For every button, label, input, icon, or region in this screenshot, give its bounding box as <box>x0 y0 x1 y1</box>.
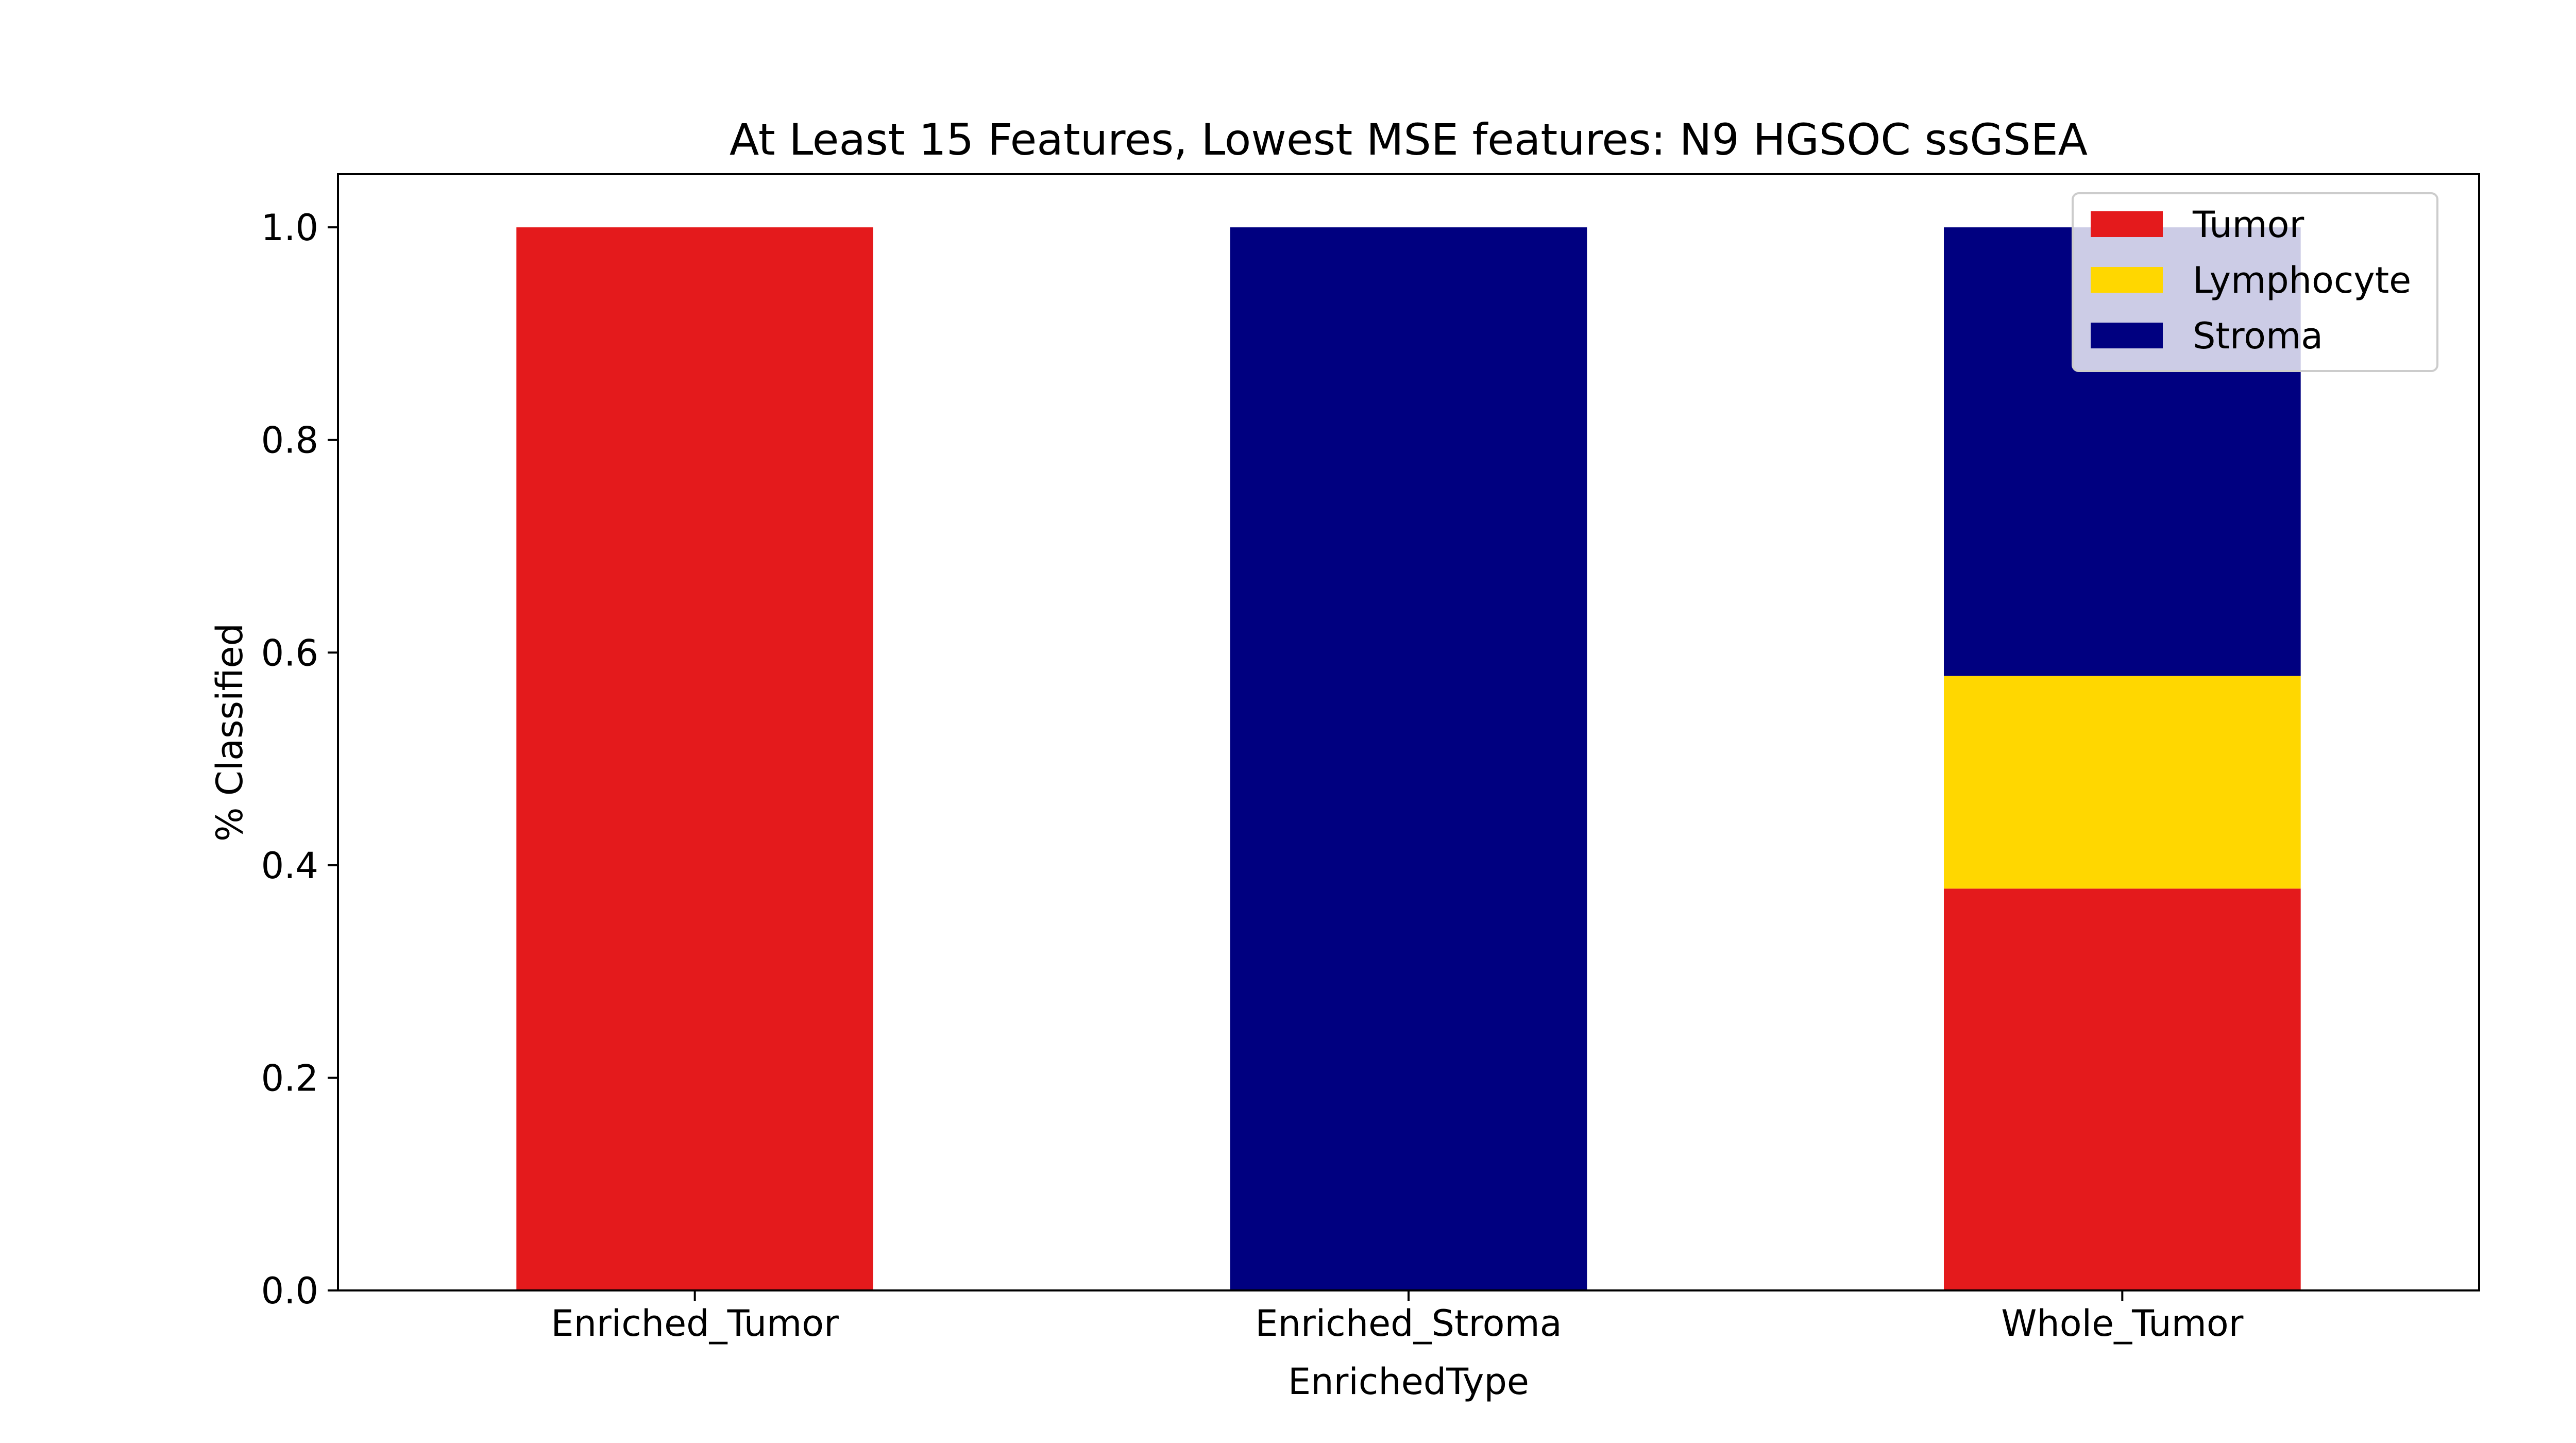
y-tick-label: 0.6 <box>261 632 318 674</box>
chart-title: At Least 15 Features, Lowest MSE feature… <box>730 114 2088 165</box>
legend: Tumor Lymphocyte Stroma <box>2072 192 2438 372</box>
y-tick-label: 0.2 <box>261 1057 318 1099</box>
x-axis-label: EnrichedType <box>1288 1361 1529 1403</box>
legend-box <box>2072 192 2438 372</box>
y-tick-label: 0.0 <box>261 1270 318 1312</box>
legend-swatch-tumor <box>2091 211 2163 237</box>
legend-label-stroma: Stroma <box>2193 315 2323 357</box>
x-tick-label: Enriched_Stroma <box>1255 1302 1562 1345</box>
legend-label-lymphocyte: Lymphocyte <box>2193 259 2411 301</box>
legend-swatch-stroma <box>2091 323 2163 348</box>
y-axis: 0.0 0.2 0.4 0.6 0.8 1.0 <box>261 207 338 1312</box>
bar-whole-tumor-lymphocyte <box>1944 676 2301 889</box>
y-axis-label: % Classified <box>209 623 251 842</box>
bar-enriched-stroma-stroma <box>1230 227 1587 1291</box>
legend-swatch-lymphocyte <box>2091 267 2163 293</box>
y-tick-label: 1.0 <box>261 207 318 249</box>
bar-whole-tumor-tumor <box>1944 888 2301 1290</box>
x-tick-label: Enriched_Tumor <box>551 1302 839 1345</box>
legend-label-tumor: Tumor <box>2192 204 2304 246</box>
bar-enriched-tumor-tumor <box>516 227 873 1291</box>
y-tick-label: 0.4 <box>261 845 318 887</box>
x-axis: Enriched_Tumor Enriched_Stroma Whole_Tumor <box>551 1290 2244 1345</box>
y-tick-label: 0.8 <box>261 420 318 462</box>
bars-layer <box>516 227 2301 1291</box>
x-tick-label: Whole_Tumor <box>2001 1302 2243 1345</box>
